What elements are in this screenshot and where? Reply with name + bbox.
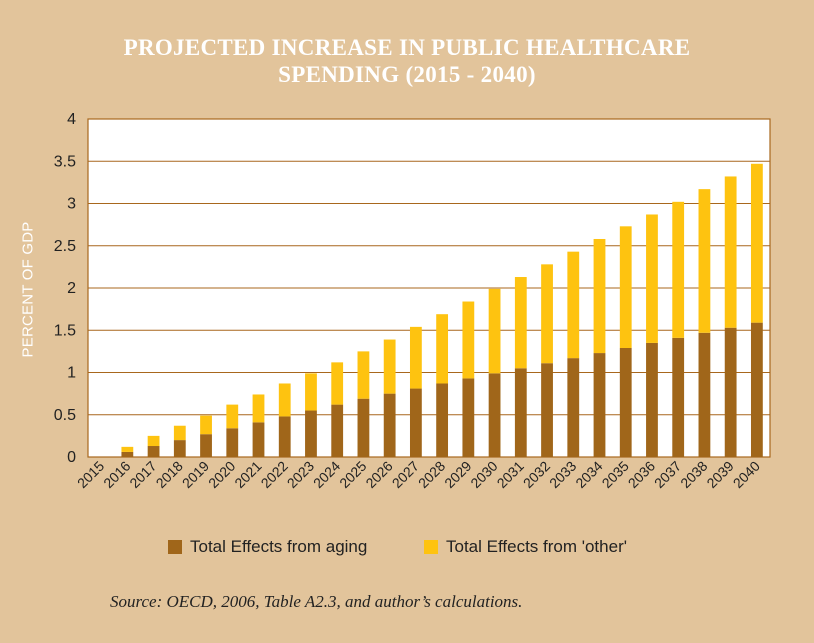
- bar-aging: [593, 353, 606, 457]
- bar-aging: [409, 388, 422, 457]
- x-tick-label: 2023: [284, 458, 317, 491]
- y-tick-label: 4: [67, 111, 76, 128]
- bar-other: [383, 339, 396, 394]
- x-tick-label: 2031: [494, 458, 527, 491]
- bar-other: [147, 435, 160, 447]
- bar-aging: [672, 337, 685, 457]
- y-tick-label: 3.5: [54, 153, 76, 170]
- bar-other: [121, 446, 134, 452]
- y-tick-label: 2.5: [54, 238, 76, 255]
- bar-aging: [121, 451, 134, 457]
- legend-item-aging: Total Effects from aging: [168, 537, 367, 557]
- bar-other: [200, 415, 212, 435]
- bar-other: [462, 301, 475, 379]
- bar-other: [331, 362, 344, 405]
- bar-aging: [488, 373, 501, 457]
- bar-aging: [436, 383, 449, 457]
- bar-other: [436, 314, 449, 384]
- chart-title-line-1: PROJECTED INCREASE IN PUBLIC HEALTHCARE: [123, 35, 691, 60]
- bar-other: [357, 351, 370, 399]
- x-tick-label: 2018: [153, 458, 186, 491]
- x-tick-label: 2017: [126, 458, 159, 491]
- bar-other: [409, 326, 422, 389]
- bar-aging: [200, 434, 212, 457]
- bar-other: [252, 394, 265, 423]
- x-tick-label: 2040: [730, 458, 763, 491]
- x-tick-label: 2020: [205, 458, 238, 491]
- bar-other: [619, 226, 632, 348]
- x-tick-label: 2036: [625, 458, 658, 491]
- bar-other: [226, 404, 239, 429]
- x-tick-label: 2030: [467, 458, 500, 491]
- x-tick-label: 2026: [362, 458, 395, 491]
- x-tick-label: 2025: [336, 458, 369, 491]
- x-tick-label: 2016: [100, 458, 133, 491]
- x-tick-label: 2033: [546, 458, 579, 491]
- bar-aging: [357, 398, 370, 457]
- bar-other: [305, 373, 317, 411]
- bar-aging: [698, 332, 711, 457]
- x-tick-label: 2019: [179, 458, 212, 491]
- x-tick-label: 2034: [572, 458, 605, 491]
- y-tick-label: 0.5: [54, 407, 76, 424]
- bar-other: [541, 264, 553, 364]
- source-note: Source: OECD, 2006, Table A2.3, and auth…: [110, 592, 523, 611]
- bar-aging: [305, 410, 317, 457]
- bar-other: [278, 383, 291, 417]
- bar-other: [698, 189, 711, 333]
- bar-other: [750, 163, 763, 323]
- bar-aging: [567, 358, 580, 457]
- x-tick-label: 2015: [74, 458, 107, 491]
- bar-aging: [252, 422, 265, 457]
- x-tick-label: 2028: [415, 458, 448, 491]
- legend-label-aging: Total Effects from aging: [190, 537, 368, 556]
- legend-item-other: Total Effects from 'other': [424, 537, 627, 557]
- bar-other: [593, 238, 606, 354]
- bar-aging: [462, 378, 475, 457]
- bar-aging: [226, 428, 239, 457]
- x-tick-label: 2037: [651, 458, 684, 491]
- bar-aging: [724, 327, 737, 457]
- bar-aging: [514, 368, 527, 457]
- y-tick-label: 1.5: [54, 322, 76, 339]
- legend-swatch-other: [424, 540, 438, 554]
- bar-aging: [173, 440, 186, 457]
- y-tick-label: 3: [67, 196, 76, 213]
- bar-aging: [331, 404, 344, 457]
- bar-other: [173, 425, 186, 441]
- legend-label-other: Total Effects from 'other': [446, 537, 627, 556]
- bar-other: [488, 288, 501, 374]
- x-tick-label: 2032: [520, 458, 553, 491]
- x-tick-label: 2024: [310, 458, 343, 491]
- bar-other: [724, 176, 737, 328]
- legend: Total Effects from aging Total Effects f…: [0, 537, 814, 559]
- x-tick-label: 2035: [599, 458, 632, 491]
- bar-aging: [383, 393, 396, 457]
- bar-aging: [646, 342, 658, 457]
- y-tick-label: 2: [67, 280, 76, 297]
- x-tick-label: 2029: [441, 458, 474, 491]
- bar-aging: [619, 347, 632, 457]
- y-tick-label: 0: [67, 449, 76, 466]
- bar-other: [646, 214, 658, 343]
- plot-border: [87, 118, 771, 458]
- bar-aging: [278, 416, 291, 457]
- bar-aging: [750, 322, 763, 457]
- bar-other: [514, 277, 527, 369]
- x-tick-label: 2038: [677, 458, 710, 491]
- x-tick-label: 2027: [389, 458, 422, 491]
- x-tick-label: 2022: [258, 458, 291, 491]
- bar-aging: [147, 446, 160, 457]
- x-tick-label: 2039: [703, 458, 736, 491]
- legend-swatch-aging: [168, 540, 182, 554]
- chart-title-line-2: SPENDING (2015 - 2040): [278, 62, 536, 87]
- chart-title: PROJECTED INCREASE IN PUBLIC HEALTHCARE …: [0, 34, 814, 88]
- bar-aging: [541, 363, 553, 457]
- y-axis-label: PERCENT OF GDP: [19, 221, 37, 358]
- bar-other: [567, 251, 580, 359]
- y-tick-label: 1: [67, 365, 76, 382]
- x-tick-label: 2021: [231, 458, 264, 491]
- bar-other: [672, 201, 685, 338]
